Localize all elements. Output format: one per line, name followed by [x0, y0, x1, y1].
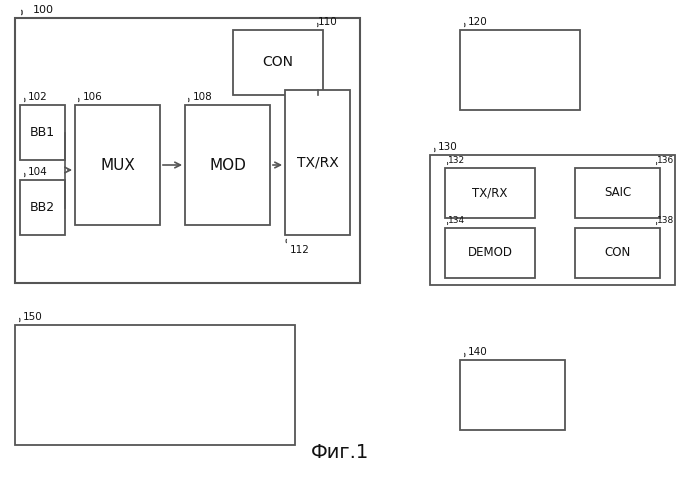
Bar	[15, 18, 360, 283]
Text: 140: 140	[468, 347, 488, 357]
Text: Фиг.1: Фиг.1	[311, 443, 369, 462]
Text: 130: 130	[438, 142, 458, 152]
Bar	[233, 30, 323, 95]
Text: SAIC: SAIC	[604, 187, 631, 200]
Bar	[20, 180, 65, 235]
Bar	[15, 325, 295, 445]
Text: 102: 102	[28, 92, 48, 102]
Text: 120: 120	[468, 17, 488, 27]
Text: DEMOD: DEMOD	[468, 246, 512, 259]
Bar	[575, 228, 660, 278]
Text: 112: 112	[290, 245, 310, 255]
Bar	[20, 105, 65, 160]
Text: 150: 150	[23, 312, 43, 322]
Bar	[445, 228, 535, 278]
Text: 104: 104	[28, 167, 48, 177]
Text: MUX: MUX	[100, 158, 135, 173]
Text: 134: 134	[448, 216, 465, 225]
Text: 110: 110	[318, 17, 338, 27]
Bar	[75, 105, 160, 225]
Text: 100: 100	[33, 5, 54, 15]
Text: BB2: BB2	[30, 201, 55, 214]
Text: 136: 136	[657, 156, 675, 165]
Bar	[575, 168, 660, 218]
Bar	[285, 90, 350, 235]
Text: CON: CON	[263, 55, 294, 69]
Bar	[460, 30, 580, 110]
Text: 132: 132	[448, 156, 465, 165]
Bar	[445, 168, 535, 218]
Bar	[430, 155, 675, 285]
Text: 138: 138	[657, 216, 675, 225]
Text: TX/RX: TX/RX	[473, 187, 507, 200]
Text: CON: CON	[605, 246, 630, 259]
Bar	[185, 105, 270, 225]
Text: 106: 106	[83, 92, 103, 102]
Text: MOD: MOD	[209, 158, 246, 173]
Text: TX/RX: TX/RX	[296, 156, 338, 170]
Bar	[460, 360, 565, 430]
Text: 108: 108	[193, 92, 212, 102]
Text: BB1: BB1	[30, 126, 55, 139]
